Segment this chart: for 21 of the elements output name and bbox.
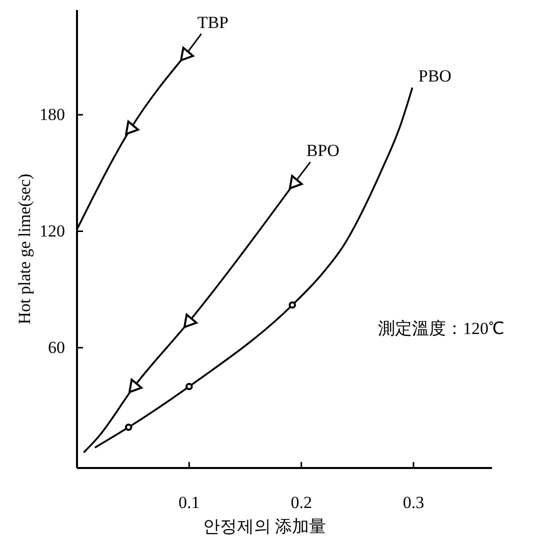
point: [186, 382, 193, 390]
annotation: 測定溫度：120℃: [378, 319, 504, 338]
point: [128, 378, 142, 394]
series-label: TBP: [197, 12, 229, 32]
point: [124, 424, 132, 431]
x-tick-label: 0.3: [402, 493, 424, 512]
point: [180, 46, 194, 62]
point: [125, 120, 140, 136]
y-tick-label: 120: [40, 222, 65, 241]
x-axis-title: 안정제의 添加量: [202, 517, 326, 536]
x-tick-label: 0.1: [178, 493, 200, 512]
line-series: [94, 86, 414, 449]
series-label: PBO: [418, 66, 452, 86]
y-tick-label: 60: [48, 338, 65, 358]
y-axis-title: Hot plate ge lime(sec): [15, 174, 34, 324]
point: [288, 301, 296, 309]
x-tick-label: 0.2: [290, 493, 312, 512]
y-tick-label: 180: [40, 105, 65, 124]
point: [183, 314, 198, 328]
point: [288, 174, 303, 190]
series-label: BPO: [306, 141, 340, 160]
